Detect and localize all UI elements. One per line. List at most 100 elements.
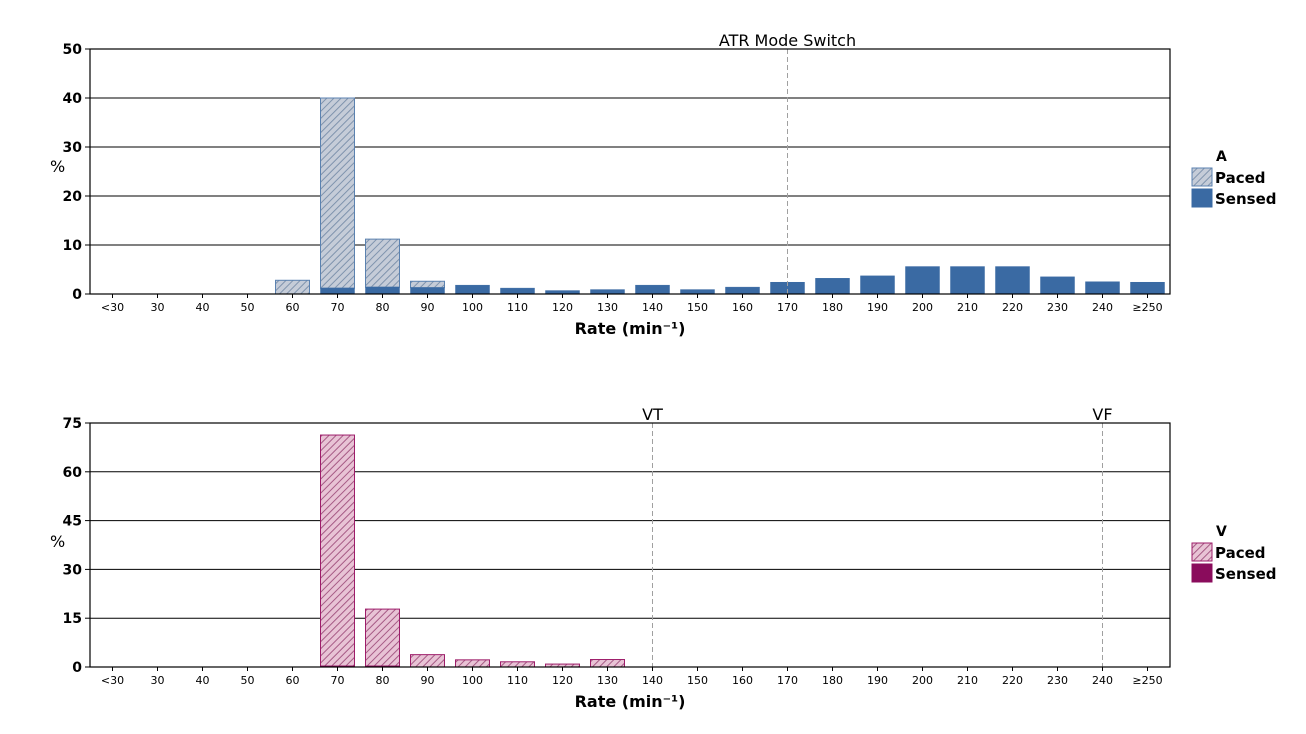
bar-sensed bbox=[320, 287, 355, 295]
x-tick-label: 140 bbox=[642, 674, 663, 687]
x-tick-label: 80 bbox=[376, 674, 390, 687]
bar-sensed bbox=[995, 266, 1030, 295]
x-tick-label: 50 bbox=[241, 301, 255, 314]
bar-sensed bbox=[410, 287, 445, 295]
x-tick-label: 60 bbox=[286, 301, 300, 314]
y-tick-label: 20 bbox=[63, 189, 83, 205]
legend-swatch-sensed bbox=[1191, 188, 1213, 208]
x-tick-label: 190 bbox=[867, 674, 888, 687]
bar-paced bbox=[500, 661, 535, 668]
threshold-label: VF bbox=[1092, 405, 1112, 424]
x-tick-label: 200 bbox=[912, 301, 933, 314]
x-tick-label: 100 bbox=[462, 674, 483, 687]
bar-sensed bbox=[1040, 276, 1075, 295]
x-tick-label: <30 bbox=[101, 674, 124, 687]
bar-sensed bbox=[680, 289, 715, 295]
legend-label-paced: Paced bbox=[1215, 544, 1266, 562]
legend-swatch-sensed bbox=[1191, 563, 1213, 583]
bar-paced bbox=[320, 97, 355, 289]
bar-sensed bbox=[455, 284, 490, 295]
bar-paced bbox=[590, 659, 625, 668]
x-tick-label: 40 bbox=[196, 674, 210, 687]
threshold-label: ATR Mode Switch bbox=[719, 31, 856, 50]
bar-sensed bbox=[950, 266, 985, 295]
legend-title: A bbox=[1216, 149, 1227, 165]
bar-sensed bbox=[1130, 281, 1165, 295]
x-tick-label: 190 bbox=[867, 301, 888, 314]
bar-sensed bbox=[500, 287, 535, 295]
bar-sensed bbox=[635, 284, 670, 295]
x-tick-label: 150 bbox=[687, 674, 708, 687]
legend-label-sensed: Sensed bbox=[1215, 190, 1277, 208]
legend: V Paced Sensed bbox=[1191, 524, 1277, 583]
bar-sensed bbox=[725, 286, 760, 295]
x-tick-label: 240 bbox=[1092, 674, 1113, 687]
y-tick-label: 40 bbox=[63, 91, 83, 107]
legend-label-sensed: Sensed bbox=[1215, 565, 1277, 583]
legend-label-paced: Paced bbox=[1215, 169, 1266, 187]
legend: A Paced Sensed bbox=[1191, 149, 1277, 208]
y-tick-label: 30 bbox=[63, 562, 83, 578]
y-tick-label: 30 bbox=[63, 140, 83, 156]
bar-paced bbox=[455, 659, 490, 668]
x-tick-label: 110 bbox=[507, 674, 528, 687]
bar-sensed bbox=[1085, 281, 1120, 295]
x-axis-label: Rate (min⁻¹) bbox=[575, 692, 686, 711]
y-tick-label: 0 bbox=[72, 660, 82, 676]
x-tick-label: 180 bbox=[822, 674, 843, 687]
x-tick-label: 230 bbox=[1047, 674, 1068, 687]
x-tick-label: 90 bbox=[421, 674, 435, 687]
bar-paced bbox=[320, 434, 355, 667]
x-tick-label: 160 bbox=[732, 301, 753, 314]
x-tick-label: 70 bbox=[331, 301, 345, 314]
x-tick-label: <30 bbox=[101, 301, 124, 314]
x-tick-label: 100 bbox=[462, 301, 483, 314]
bar-sensed bbox=[365, 286, 400, 295]
x-tick-label: 120 bbox=[552, 301, 573, 314]
bar-sensed bbox=[815, 278, 850, 295]
legend-title: V bbox=[1216, 524, 1227, 540]
bar-sensed bbox=[905, 266, 940, 295]
y-tick-label: 60 bbox=[63, 465, 83, 481]
x-tick-label: 80 bbox=[376, 301, 390, 314]
x-tick-label: 90 bbox=[421, 301, 435, 314]
x-tick-label: 230 bbox=[1047, 301, 1068, 314]
x-tick-label: 170 bbox=[777, 674, 798, 687]
y-axis-label: % bbox=[50, 157, 65, 176]
bar-paced bbox=[410, 280, 445, 289]
y-tick-label: 50 bbox=[63, 42, 83, 58]
x-tick-label: 50 bbox=[241, 674, 255, 687]
bar-paced bbox=[365, 238, 400, 288]
threshold-label: VT bbox=[642, 405, 663, 424]
x-tick-label: 210 bbox=[957, 674, 978, 687]
x-tick-label: 240 bbox=[1092, 301, 1113, 314]
x-tick-label: 130 bbox=[597, 301, 618, 314]
x-tick-label: 180 bbox=[822, 301, 843, 314]
ventricular-rate-histogram: 0 15 30 45 60 75 <30 30 40 50 60 70 80 90 100 110 120 130… bbox=[50, 405, 1277, 711]
x-tick-label: ≥250 bbox=[1132, 674, 1162, 687]
x-tick-label: 140 bbox=[642, 301, 663, 314]
x-tick-label: 130 bbox=[597, 674, 618, 687]
x-tick-label: 30 bbox=[151, 674, 165, 687]
y-tick-label: 75 bbox=[63, 416, 82, 432]
bar-sensed bbox=[860, 275, 895, 295]
x-tick-label: 220 bbox=[1002, 674, 1023, 687]
plot-frame bbox=[89, 48, 1171, 295]
x-tick-label: 110 bbox=[507, 301, 528, 314]
x-tick-label: 30 bbox=[151, 301, 165, 314]
plot-frame bbox=[89, 422, 1171, 668]
bar-paced bbox=[410, 654, 445, 668]
y-tick-label: 10 bbox=[63, 238, 83, 254]
x-tick-label: 150 bbox=[687, 301, 708, 314]
x-tick-label: 210 bbox=[957, 301, 978, 314]
y-tick-label: 45 bbox=[63, 514, 82, 530]
y-tick-label: 15 bbox=[63, 611, 82, 627]
x-tick-label: 200 bbox=[912, 674, 933, 687]
bar-paced bbox=[275, 279, 310, 295]
bar-sensed bbox=[590, 289, 625, 295]
x-tick-label: 220 bbox=[1002, 301, 1023, 314]
legend-swatch-paced bbox=[1191, 542, 1213, 562]
y-axis-label: % bbox=[50, 532, 65, 551]
x-tick-label: ≥250 bbox=[1132, 301, 1162, 314]
